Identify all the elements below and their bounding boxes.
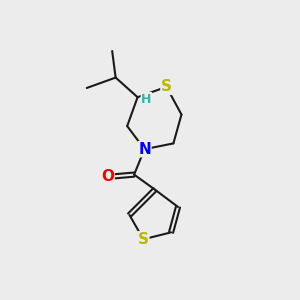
Text: N: N bbox=[138, 142, 151, 157]
Text: S: S bbox=[161, 79, 172, 94]
Text: O: O bbox=[101, 169, 114, 184]
Text: H: H bbox=[141, 93, 152, 106]
Text: S: S bbox=[138, 232, 149, 247]
